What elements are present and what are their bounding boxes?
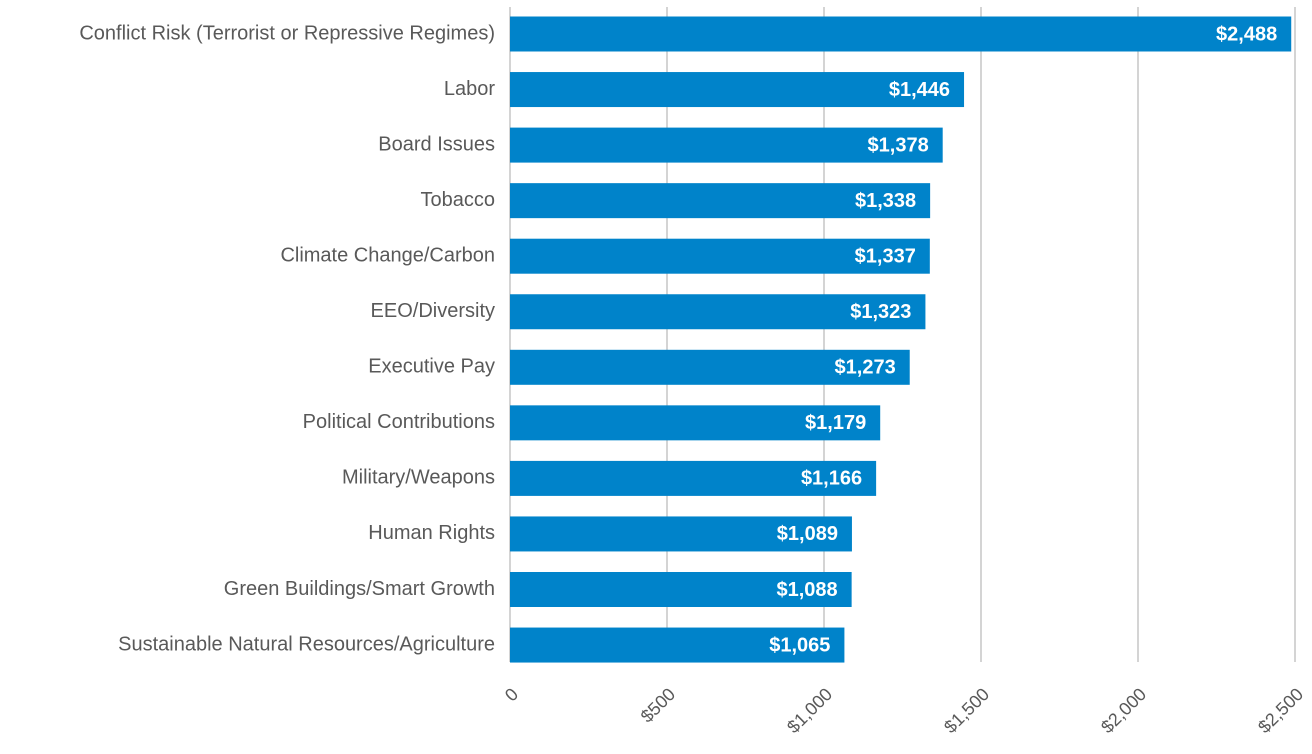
bar [510, 460, 877, 496]
x-tick-label: $1,500 [940, 684, 993, 737]
bar [510, 572, 852, 607]
x-tick-label: $2,500 [1254, 684, 1307, 737]
value-label: $1,338 [855, 190, 916, 212]
bar [510, 349, 910, 385]
value-label: $1,337 [855, 245, 916, 267]
bar [510, 72, 965, 108]
value-label: $1,378 [868, 134, 929, 156]
value-label: $1,323 [850, 301, 911, 323]
category-label: Green Buildings/Smart Growth [224, 578, 495, 600]
bar [510, 627, 845, 663]
category-label: Political Contributions [303, 411, 495, 433]
value-label: $1,166 [801, 468, 862, 490]
x-tick-label: $2,000 [1097, 684, 1150, 737]
value-label: $2,488 [1216, 23, 1277, 45]
value-label: $1,065 [769, 634, 830, 656]
x-tick-label: 0 [501, 684, 522, 705]
category-label: Tobacco [421, 189, 496, 211]
category-label: Human Rights [368, 522, 495, 544]
value-label: $1,089 [777, 523, 838, 545]
bar [510, 127, 943, 163]
category-label: Board Issues [378, 133, 495, 155]
bar [510, 405, 881, 441]
category-label: EEO/Diversity [371, 300, 495, 322]
category-label: Sustainable Natural Resources/Agricultur… [118, 633, 495, 655]
value-label: $1,088 [776, 579, 837, 601]
category-label: Climate Change/Carbon [280, 244, 495, 266]
bar [510, 16, 1292, 52]
x-tick-label: $500 [637, 684, 679, 726]
x-tick-label: $1,000 [783, 684, 836, 737]
value-label: $1,273 [835, 357, 896, 379]
bar [510, 516, 852, 552]
category-label: Executive Pay [368, 356, 495, 378]
bar [510, 183, 931, 219]
value-label: $1,446 [889, 79, 950, 101]
bar [510, 294, 926, 330]
category-label: Labor [444, 78, 495, 100]
category-label: Conflict Risk (Terrorist or Repressive R… [79, 22, 495, 44]
value-label: $1,179 [805, 412, 866, 434]
category-label: Military/Weapons [342, 467, 495, 489]
bar [510, 238, 930, 274]
